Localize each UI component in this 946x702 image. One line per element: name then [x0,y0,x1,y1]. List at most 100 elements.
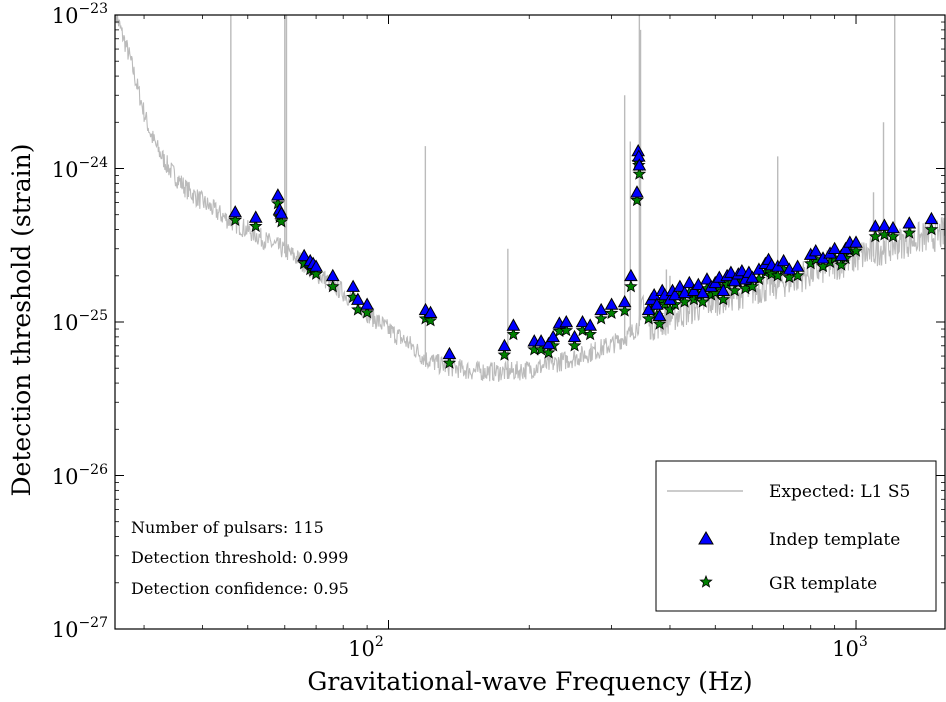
indep-template-point [924,211,939,225]
expected-sensitivity-curve [115,15,946,382]
annotation-detection-confidence: Detection confidence: 0.95 [131,579,349,598]
gr-template-point [716,292,731,306]
indep-template-point [877,218,892,231]
gr-template-point [248,219,263,233]
gr-template-point [834,257,849,271]
gr-template-point [641,311,656,325]
gr-template-point [541,345,556,359]
gr-template-point [924,222,939,236]
indep-template-point [271,188,285,201]
y-tick-label: 10−27 [52,615,108,642]
legend-label-indep: Indep template [769,530,900,550]
indep-template-point [630,185,644,198]
indep-template-point [534,334,548,347]
y-tick-label: 10−23 [52,1,108,28]
pulsar-marker-layer [228,143,939,369]
indep-template-point [617,294,632,308]
indep-template-point [687,283,701,296]
legend-triangle-swatch [698,531,714,545]
gr-template-point [497,347,512,361]
gr-template-point [594,311,608,325]
indep-template-point [695,285,710,299]
gr-template-point [309,266,323,280]
indep-template-point [727,273,742,287]
gr-template-point [632,167,647,180]
gr-template-point [849,243,863,257]
legend-label-expected: Expected: L1 S5 [769,482,910,502]
indep-template-point [652,308,667,321]
gr-template-point [695,294,710,308]
y-tick-label: 10−25 [52,308,108,335]
gr-template-point [360,305,374,319]
indep-template-point [682,275,697,289]
indep-template-point [297,248,311,262]
gr-template-point [727,283,742,297]
indep-template-point [632,158,647,171]
expected-sensitivity-layer [115,15,946,382]
gr-template-point [567,338,582,352]
indep-template-point [902,216,917,229]
gr-template-point [442,356,457,369]
indep-template-point [838,241,853,255]
indep-template-point [700,272,714,285]
indep-template-point [604,297,619,310]
indep-template-point [228,205,243,218]
gr-template-point [868,229,883,243]
indep-template-point [248,210,263,223]
y-axis-label: Detection threshold (strain) [7,144,36,497]
gr-template-point [423,313,438,327]
gr-template-point [617,303,632,317]
indep-template-point [442,346,457,360]
gr-template-point [583,327,597,341]
gr-template-point [902,225,917,239]
indep-template-point [541,336,556,350]
indep-template-point [325,268,340,282]
indep-template-point [724,265,738,278]
indep-template-point [346,279,360,292]
indep-template-point [506,318,521,331]
indep-template-point [497,338,512,352]
gr-template-point [624,279,638,293]
indep-template-point [668,287,682,301]
legend-label-gr: GR template [769,574,877,594]
indep-template-point [274,206,289,219]
indep-template-point [309,259,323,272]
gr-template-point [652,316,667,330]
gr-template-point [630,193,644,207]
indep-template-point [808,243,823,257]
annotation-pulsar-count: Number of pulsars: 115 [131,518,324,537]
indep-template-point [594,302,609,316]
y-tick-label: 10−26 [52,462,108,489]
legend: Expected: L1 S5 Indep template GR templa… [655,460,937,612]
indep-template-point [790,259,805,272]
indep-template-point [423,305,438,318]
indep-template-point [351,292,365,305]
annotation-detection-threshold: Detection threshold: 0.999 [131,548,348,567]
indep-template-point [827,241,842,255]
legend-star-swatch [699,574,713,588]
gr-template-point [770,268,785,282]
indep-template-point [360,297,374,310]
y-tick-label: 10−24 [52,155,108,182]
x-tick-label: 103 [832,634,868,661]
indep-template-point [624,268,638,282]
x-axis-label: Gravitational-wave Frequency (Hz) [307,667,752,696]
gr-template-point [604,306,619,319]
indep-template-point [546,329,561,343]
gr-template-point [745,279,760,293]
indep-template-point [716,283,731,296]
indep-template-point [886,220,900,234]
gr-template-point [326,279,340,293]
gr-template-point [228,213,242,226]
indep-template-point [559,314,574,328]
indep-template-point [673,279,687,292]
indep-template-point [849,235,863,248]
gr-template-point [506,327,521,341]
indep-template-point [650,297,664,310]
axis-ticks [115,14,945,630]
indep-template-point [583,318,598,331]
indep-template-point [745,270,760,283]
indep-template-point [776,253,791,267]
indep-template-point [575,314,590,328]
